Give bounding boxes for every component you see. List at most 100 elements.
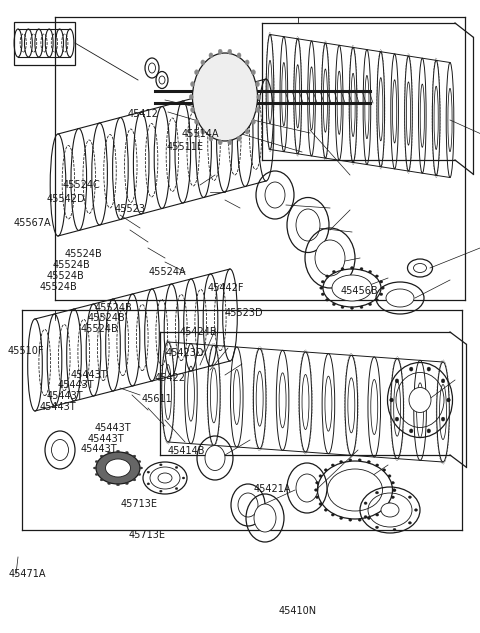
Ellipse shape [375, 491, 379, 494]
Ellipse shape [228, 49, 232, 54]
Ellipse shape [349, 459, 352, 461]
Ellipse shape [375, 299, 378, 301]
Ellipse shape [194, 70, 199, 75]
Ellipse shape [255, 108, 259, 113]
Ellipse shape [332, 275, 372, 301]
Ellipse shape [94, 467, 96, 469]
Ellipse shape [189, 94, 193, 99]
Text: 45713E: 45713E [121, 499, 158, 509]
Ellipse shape [319, 503, 322, 505]
Text: 45423D: 45423D [165, 348, 204, 358]
Ellipse shape [147, 471, 150, 473]
Ellipse shape [182, 477, 185, 479]
Ellipse shape [147, 483, 150, 485]
Text: 45410N: 45410N [278, 606, 317, 617]
Ellipse shape [106, 459, 131, 477]
Ellipse shape [447, 398, 450, 402]
Text: 45524B: 45524B [39, 282, 77, 292]
Ellipse shape [386, 289, 414, 307]
Ellipse shape [238, 493, 258, 517]
Ellipse shape [360, 306, 363, 308]
Ellipse shape [341, 306, 344, 308]
Text: 45524B: 45524B [81, 324, 119, 334]
Text: 45524C: 45524C [62, 180, 100, 191]
Ellipse shape [395, 417, 399, 421]
Ellipse shape [415, 509, 418, 511]
Text: 45414B: 45414B [168, 446, 205, 456]
Ellipse shape [237, 53, 241, 58]
Ellipse shape [254, 504, 276, 532]
Text: 45514A: 45514A [181, 129, 219, 139]
Ellipse shape [324, 469, 327, 471]
Ellipse shape [383, 469, 386, 471]
Text: 45443T: 45443T [58, 380, 94, 391]
Text: 45442F: 45442F [207, 283, 244, 293]
Ellipse shape [205, 446, 225, 470]
Ellipse shape [321, 293, 324, 296]
Ellipse shape [252, 119, 255, 124]
Text: 45524B: 45524B [94, 303, 132, 313]
Ellipse shape [441, 379, 445, 383]
Ellipse shape [349, 518, 352, 521]
Ellipse shape [191, 108, 194, 113]
Ellipse shape [133, 455, 136, 457]
Ellipse shape [201, 60, 205, 65]
Ellipse shape [381, 503, 399, 517]
Ellipse shape [408, 522, 411, 524]
Ellipse shape [209, 136, 213, 141]
Ellipse shape [108, 451, 111, 453]
Ellipse shape [427, 429, 431, 433]
Ellipse shape [383, 509, 386, 511]
Ellipse shape [388, 475, 391, 477]
Ellipse shape [51, 439, 69, 460]
Ellipse shape [441, 417, 445, 421]
Ellipse shape [350, 307, 353, 310]
Ellipse shape [340, 461, 343, 463]
Ellipse shape [315, 240, 345, 276]
Ellipse shape [360, 268, 363, 270]
Ellipse shape [95, 473, 98, 475]
Ellipse shape [391, 496, 395, 498]
Text: 45443T: 45443T [46, 391, 83, 401]
Ellipse shape [395, 379, 399, 383]
Ellipse shape [325, 275, 329, 277]
Text: 45456B: 45456B [341, 286, 378, 296]
Ellipse shape [393, 529, 396, 531]
Ellipse shape [100, 479, 103, 481]
Ellipse shape [296, 209, 320, 241]
Text: 45524A: 45524A [149, 267, 186, 277]
Ellipse shape [321, 280, 324, 283]
Ellipse shape [393, 489, 396, 491]
Ellipse shape [413, 263, 427, 272]
Ellipse shape [331, 513, 335, 516]
Text: 45443T: 45443T [39, 402, 76, 412]
Text: 45524B: 45524B [87, 313, 125, 323]
Ellipse shape [376, 513, 379, 516]
Ellipse shape [331, 464, 335, 467]
Ellipse shape [333, 303, 336, 306]
Text: 45524B: 45524B [53, 260, 91, 270]
Text: 45611: 45611 [142, 394, 172, 404]
Ellipse shape [252, 70, 255, 75]
Text: 45523: 45523 [114, 204, 145, 214]
Ellipse shape [316, 482, 319, 484]
Ellipse shape [175, 467, 178, 468]
Ellipse shape [228, 140, 232, 145]
Ellipse shape [265, 182, 285, 208]
Ellipse shape [125, 482, 128, 484]
Ellipse shape [358, 459, 361, 461]
Ellipse shape [100, 455, 103, 457]
Bar [14, 22, 75, 65]
Text: 45511E: 45511E [167, 142, 204, 153]
Ellipse shape [255, 82, 259, 87]
Ellipse shape [409, 367, 413, 371]
Ellipse shape [409, 429, 413, 433]
Text: 45510F: 45510F [7, 346, 44, 356]
Ellipse shape [390, 398, 393, 402]
Ellipse shape [364, 502, 367, 505]
Ellipse shape [158, 473, 172, 483]
Ellipse shape [237, 136, 241, 141]
Ellipse shape [375, 526, 379, 529]
Ellipse shape [364, 516, 367, 518]
Ellipse shape [381, 287, 384, 289]
